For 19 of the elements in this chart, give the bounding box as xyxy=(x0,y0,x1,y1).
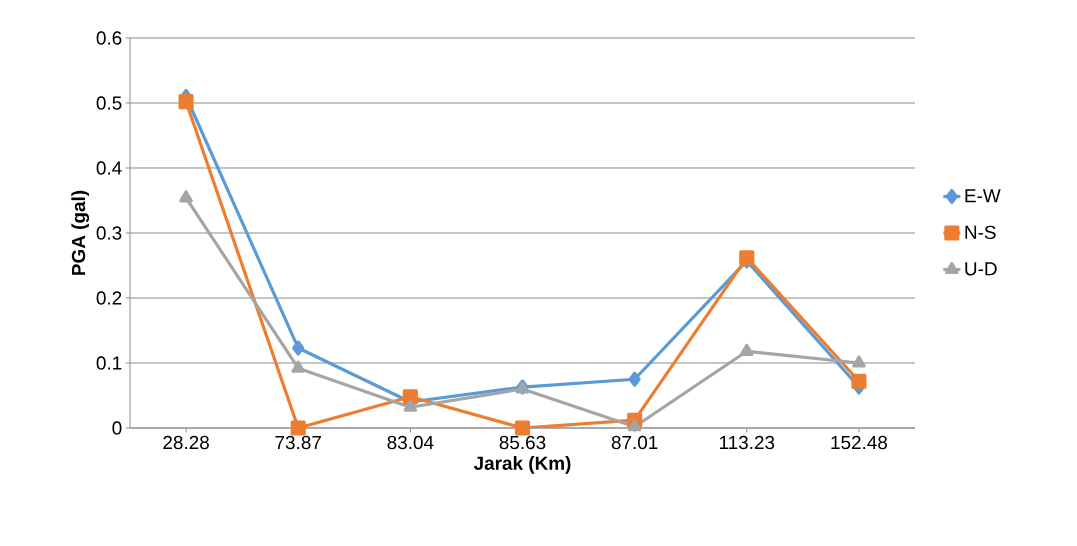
y-tick-label: 0.1 xyxy=(96,356,122,370)
legend-label: U-D xyxy=(965,262,997,276)
x-tick-label: 73.87 xyxy=(275,435,321,450)
y-tick-label: 0.5 xyxy=(96,96,122,110)
x-tick-label: 28.28 xyxy=(163,435,209,450)
y-tick-label: 0.4 xyxy=(96,161,122,175)
y-tick-label: 0.2 xyxy=(96,291,122,305)
x-tick-label: 87.01 xyxy=(611,435,658,450)
x-tick-label: 85.63 xyxy=(499,435,546,450)
y-tick-label: 0 xyxy=(112,421,122,435)
x-tick-label: 83.04 xyxy=(387,435,434,450)
legend-label: E-W xyxy=(965,189,1001,203)
y-axis-title: PGA (gal) xyxy=(71,190,90,275)
x-tick-label: 113.23 xyxy=(719,435,775,450)
x-tick-label: 152.48 xyxy=(831,435,888,450)
x-axis-title: Jarak (Km) xyxy=(473,456,571,474)
y-tick-label: 0.6 xyxy=(96,31,122,45)
y-tick-label: 0.3 xyxy=(96,226,122,240)
legend-label: N-S xyxy=(965,225,996,240)
